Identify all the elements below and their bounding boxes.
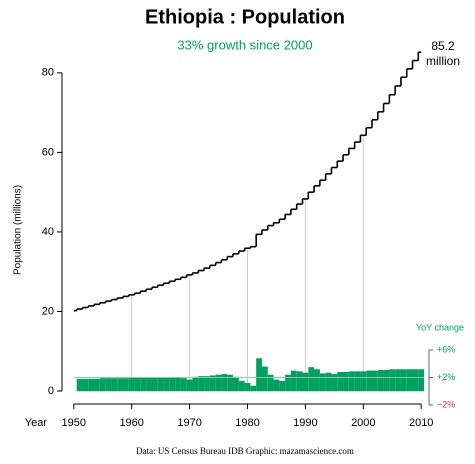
x-tick-label: 1980 [235,417,259,429]
yoy-bar [233,376,239,392]
yoy-bar [314,369,320,392]
subtitle: 33% growth since 2000 [177,37,312,52]
yoy-bar [296,371,303,392]
yoy-bar [412,369,419,392]
y2-tick-label: −2% [437,399,455,409]
yoy-bar [215,374,222,392]
yoy-bar [337,372,344,392]
yoy-bar [99,378,106,392]
y-tick-label: 60 [42,146,54,158]
yoy-bar [371,370,378,392]
yoy-bar [198,376,205,392]
yoy-bar [117,378,124,392]
yoy-bar [82,378,89,392]
yoy-bar [273,379,280,392]
yoy-bar [267,374,274,392]
yoy-bar [128,377,135,392]
yoy-bar [325,372,332,392]
x-tick-label: 2010 [409,417,433,429]
yoy-bar [76,378,83,392]
yoy-bar [186,379,193,392]
y-tick-label: 20 [42,305,54,317]
yoy-bar [105,378,112,392]
source: Data: US Census Bureau IDB Graphic: maza… [136,446,354,456]
y2-axis-label: YoY change [416,322,464,332]
yoy-bar [192,376,199,392]
yoy-bar [261,366,268,392]
yoy-bar [221,374,228,392]
yoy-bar [209,375,216,392]
yoy-bar [180,378,187,392]
y2-tick-label: +6% [437,344,455,354]
y-tick-label: 80 [42,67,54,79]
yoy-bar [406,369,413,392]
yoy-bar [157,377,164,392]
yoy-bar [377,369,384,392]
yoy-bar [395,369,401,392]
yoy-bar [204,376,210,392]
x-tick-label: 1970 [177,417,201,429]
yoy-bar [302,372,309,392]
yoy-bar [140,377,147,392]
yoy-bar [88,378,95,392]
yoy-bar [94,378,100,392]
annotation: 85.2 [431,39,455,53]
yoy-bar [319,373,326,392]
yoy-bar [256,358,262,392]
yoy-bar [348,371,355,392]
yoy-bar [389,369,396,392]
x-tick-label: 1950 [62,417,86,429]
yoy-bar [343,372,349,392]
yoy-bar [169,377,176,392]
yoy-bar [354,371,361,392]
x-tick-label: 2000 [351,417,375,429]
yoy-bar [290,370,297,392]
yoy-bar [308,367,315,392]
yoy-bar [111,378,118,392]
x-axis-label: Year [25,417,48,429]
x-tick-label: 1990 [293,417,317,429]
yoy-bar [418,369,425,392]
y-tick-label: 40 [42,226,54,238]
yoy-bar [151,377,158,392]
annotation: million [426,54,460,68]
x-tick-label: 1960 [119,417,143,429]
yoy-bar [146,377,152,392]
yoy-bar [163,377,170,392]
yoy-bar [360,371,367,392]
y-tick-label: 0 [48,385,54,397]
chart-title: Ethiopia : Population [145,6,345,28]
yoy-bar [383,369,390,392]
yoy-bar [238,380,245,392]
yoy-bar [366,370,372,392]
yoy-bar [250,385,257,392]
yoy-bar [227,374,234,392]
yoy-bar [285,374,291,392]
yoy-bar [123,378,129,392]
yoy-bar [400,369,407,392]
yoy-bar [279,380,286,392]
yoy-bar [134,377,141,392]
y-axis-label: Population (millions) [13,185,24,275]
y2-tick-label: +2% [437,372,455,382]
yoy-bar [175,377,181,392]
yoy-bar [244,383,251,392]
yoy-bar [331,374,338,392]
